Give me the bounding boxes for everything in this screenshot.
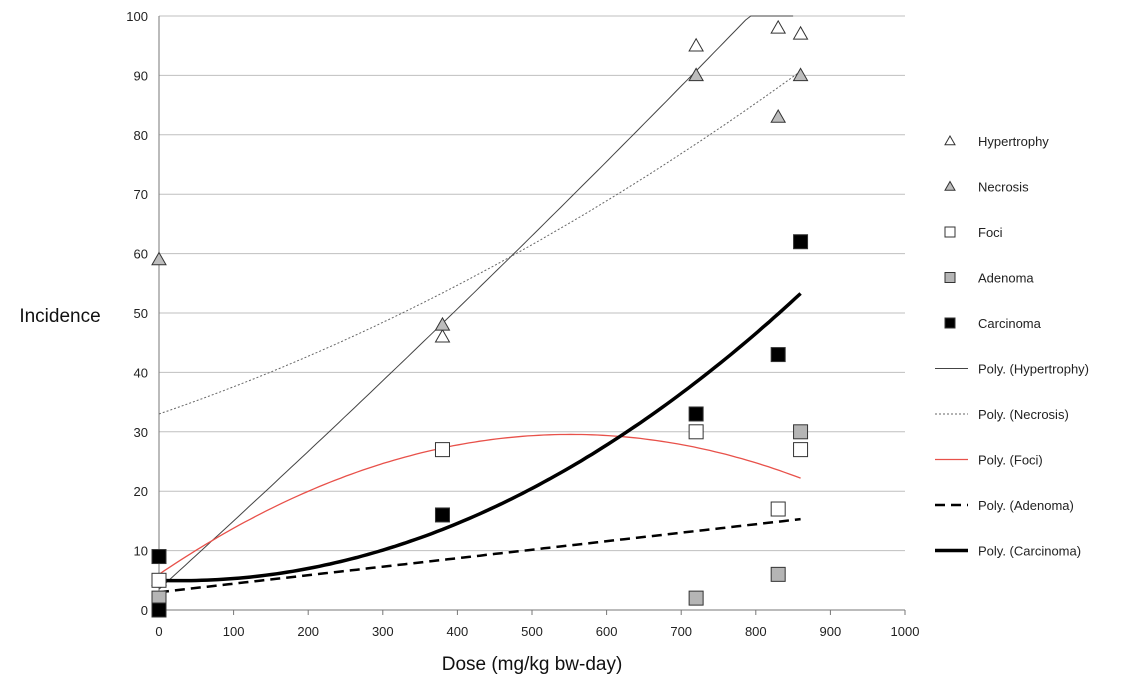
legend-label-necrosis: Necrosis [978, 180, 1029, 195]
legend-label-hypertrophy: Hypertrophy [978, 134, 1049, 149]
x-tick-label-300: 300 [372, 624, 394, 639]
x-tick-label-700: 700 [670, 624, 692, 639]
data-points [151, 19, 809, 618]
x-tick-label-500: 500 [521, 624, 543, 639]
y-axis-label: Incidence [19, 306, 100, 327]
x-tick-label-1000: 1000 [891, 624, 920, 639]
point-hypertrophy-1 [434, 328, 451, 343]
y-tick-label-20: 20 [134, 484, 148, 499]
y-tick-label-10: 10 [134, 544, 148, 559]
point-necrosis-1 [434, 316, 451, 331]
trendlines [158, 15, 802, 594]
axes [158, 16, 906, 615]
x-axis-label: Dose (mg/kg bw-day) [442, 654, 623, 675]
legend-label-poly-adenoma: Poly. (Adenoma) [978, 498, 1074, 513]
x-tick-label-800: 800 [745, 624, 767, 639]
trendline-poly-hypertrophy [158, 15, 794, 590]
point-adenoma-1 [688, 590, 704, 606]
legend: Hypertrophy Necrosis Foci Adenoma Carcinoma P… [935, 134, 1089, 559]
gridlines [159, 15, 905, 552]
point-foci-1 [434, 442, 450, 458]
x-tick-label-200: 200 [297, 624, 319, 639]
point-carcinoma-1 [151, 549, 167, 565]
y-tick-label-30: 30 [134, 425, 148, 440]
point-foci-4 [793, 442, 809, 458]
y-tick-label-90: 90 [134, 68, 148, 83]
legend-label-adenoma: Adenoma [978, 271, 1034, 286]
point-carcinoma-4 [770, 347, 786, 363]
y-tick-label-60: 60 [134, 247, 148, 262]
point-hypertrophy-4 [792, 25, 809, 40]
x-tick-label-0: 0 [155, 624, 162, 639]
x-tick-label-100: 100 [223, 624, 245, 639]
y-tick-labels: 0 10 20 30 40 50 60 70 80 90 100 [126, 9, 148, 618]
legend-marker-necrosis [944, 180, 956, 191]
point-foci-0 [151, 572, 167, 588]
x-tick-label-600: 600 [596, 624, 618, 639]
legend-label-poly-hypertrophy: Poly. (Hypertrophy) [978, 362, 1089, 377]
trendline-poly-necrosis [158, 70, 801, 415]
point-adenoma-3 [793, 424, 809, 440]
legend-label-poly-foci: Poly. (Foci) [978, 453, 1043, 468]
legend-label-foci: Foci [978, 225, 1003, 240]
point-necrosis-0 [151, 251, 167, 266]
y-tick-label-50: 50 [134, 306, 148, 321]
trendline-poly-adenoma [158, 517, 801, 594]
point-carcinoma-2 [434, 507, 450, 523]
point-necrosis-2 [688, 67, 704, 82]
x-tick-label-400: 400 [447, 624, 469, 639]
legend-marker-adenoma [944, 272, 956, 283]
y-tick-label-0: 0 [141, 603, 148, 618]
point-carcinoma-5 [793, 234, 809, 250]
legend-marker-hypertrophy [944, 134, 956, 146]
y-tick-label-100: 100 [126, 9, 148, 24]
point-necrosis-4 [792, 67, 809, 82]
x-tick-labels: 0 100 200 300 400 500 600 700 800 900 1000 [155, 624, 919, 639]
point-adenoma-2 [770, 566, 786, 582]
trendline-poly-carcinoma [158, 292, 802, 583]
legend-marker-carcinoma [944, 317, 956, 329]
trendline-poly-foci [158, 433, 801, 575]
legend-marker-foci [944, 226, 956, 238]
y-tick-label-40: 40 [134, 365, 148, 380]
point-hypertrophy-2 [688, 37, 704, 52]
y-tick-label-80: 80 [134, 128, 148, 143]
legend-label-poly-carcinoma: Poly. (Carcinoma) [978, 544, 1081, 559]
legend-label-carcinoma: Carcinoma [978, 316, 1042, 331]
point-hypertrophy-3 [770, 19, 787, 34]
point-foci-2 [688, 424, 704, 440]
legend-label-poly-necrosis: Poly. (Necrosis) [978, 407, 1069, 422]
point-carcinoma-0 [151, 602, 167, 618]
x-tick-label-900: 900 [820, 624, 842, 639]
y-tick-label-70: 70 [134, 187, 148, 202]
point-foci-3 [770, 501, 786, 517]
point-necrosis-3 [770, 108, 787, 123]
point-carcinoma-3 [688, 406, 704, 422]
